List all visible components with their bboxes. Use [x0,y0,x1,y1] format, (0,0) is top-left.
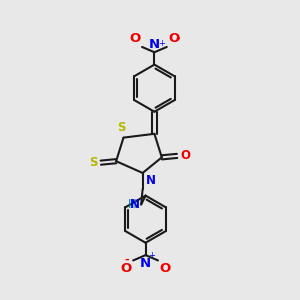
Text: -: - [175,33,180,43]
Text: O: O [181,149,190,162]
Text: N: N [130,198,140,211]
Text: N: N [146,174,156,188]
Text: -: - [124,255,129,265]
Text: N: N [140,256,151,270]
Text: H: H [128,198,137,211]
Text: S: S [117,121,125,134]
Text: N: N [149,38,160,51]
Text: O: O [168,32,179,46]
Text: O: O [121,262,132,275]
Text: +: + [148,251,155,260]
Text: +: + [158,40,165,49]
Text: S: S [89,156,97,169]
Text: O: O [129,32,141,46]
Text: O: O [159,262,171,275]
